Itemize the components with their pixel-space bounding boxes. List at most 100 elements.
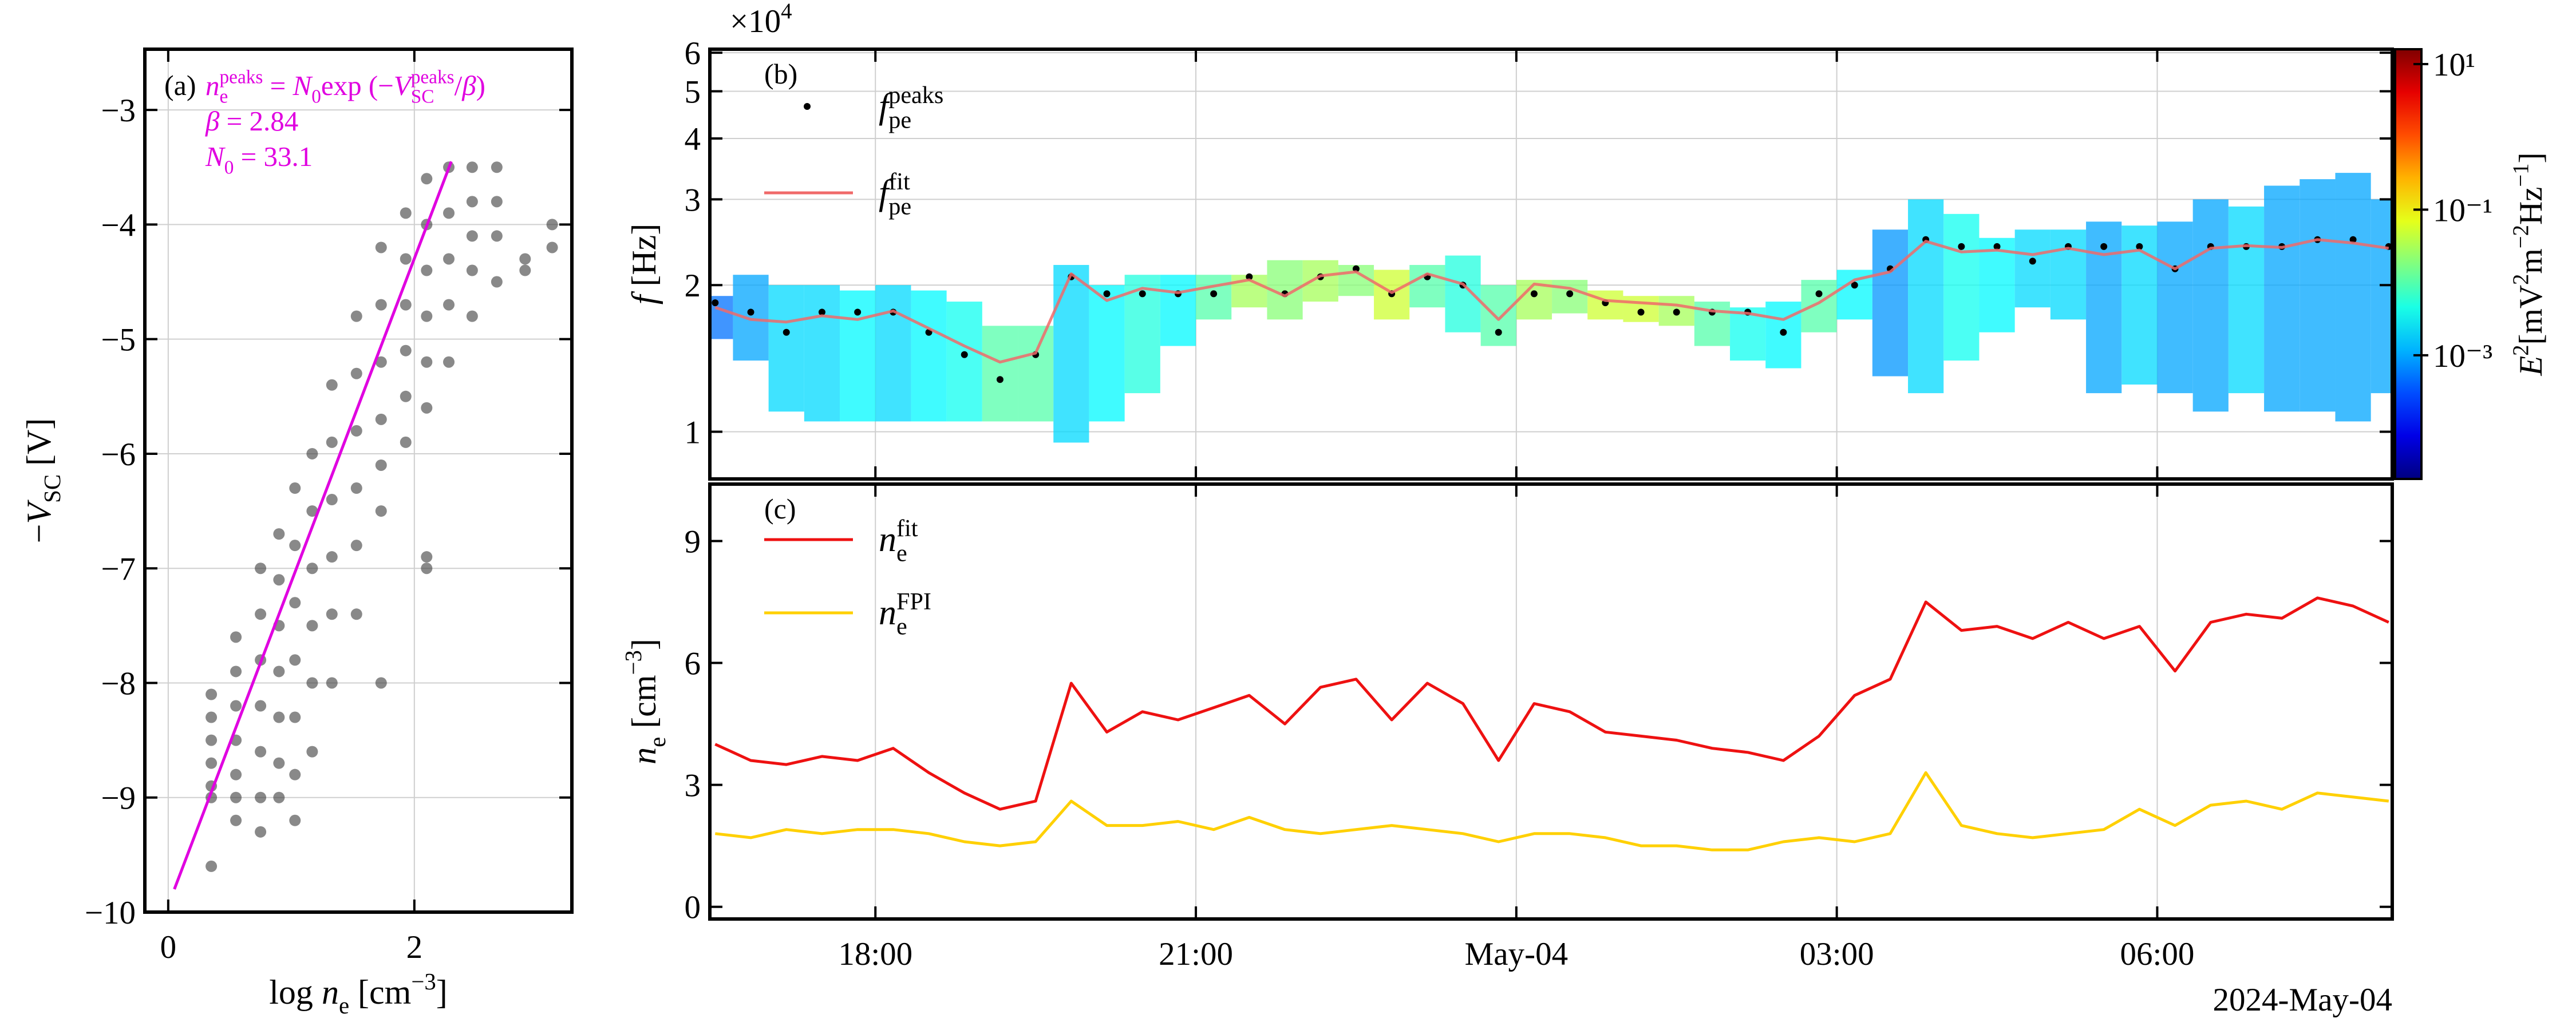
data-point (421, 562, 433, 575)
y-tick-label: −8 (101, 665, 136, 702)
text-part: = 33.1 (234, 141, 313, 172)
data-point (443, 207, 455, 219)
data-point (421, 173, 433, 185)
peak-point (2029, 258, 2036, 265)
data-point (350, 608, 362, 620)
data-point (255, 700, 267, 712)
data-point (206, 688, 218, 700)
y-tick-label: −6 (101, 437, 136, 473)
spectrogram-cell (2370, 199, 2392, 394)
data-point (289, 814, 301, 826)
y-offset-label: ×104 (730, 0, 792, 39)
data-point (400, 344, 412, 356)
y-tick-label: −5 (101, 322, 136, 358)
data-point (273, 711, 285, 723)
data-point (350, 425, 362, 437)
peak-point (1210, 290, 1218, 298)
data-point (230, 791, 242, 803)
text-part: − (20, 524, 58, 544)
text-part: ] (625, 639, 663, 650)
data-point (306, 505, 318, 517)
spectrogram-cell (1445, 255, 1481, 332)
x-axis-label: log ne [cm−3] (269, 969, 447, 1019)
text-part: SC (39, 474, 65, 503)
data-point (443, 253, 455, 265)
x-tick-label: May-04 (1465, 936, 1568, 972)
text-part: exp (− (321, 70, 394, 101)
data-point (206, 757, 218, 769)
peak-point (1851, 282, 1858, 289)
spectrogram-cell (2264, 185, 2300, 412)
annotation: nepeaks = N0exp (−VSCpeaks/β) (206, 66, 485, 107)
data-point (491, 161, 503, 173)
text-part: log (269, 973, 322, 1011)
text-part: e (645, 737, 670, 747)
spectrogram-cell (1908, 199, 1944, 394)
text-part: n (879, 520, 896, 559)
data-point (306, 677, 318, 689)
text-part: [cm (625, 675, 663, 737)
data-point (289, 540, 301, 552)
peak-point (1673, 308, 1680, 316)
y-tick-label: 3 (685, 768, 701, 804)
data-point (375, 356, 387, 368)
data-point (255, 791, 267, 803)
y-tick-label: 9 (685, 524, 701, 560)
peak-point (1246, 273, 1253, 280)
text-part: β (205, 105, 220, 137)
data-point (375, 413, 387, 425)
text-part: V (20, 500, 58, 524)
data-point (255, 608, 267, 620)
data-point (230, 814, 242, 826)
panel-label: (a) (164, 69, 196, 101)
spectrogram-cell (733, 275, 769, 361)
spectrogram-cell (1872, 229, 1909, 377)
data-point (375, 505, 387, 517)
data-point (466, 161, 478, 173)
data-point (273, 791, 285, 803)
data-point (230, 631, 242, 643)
spectrogram-cell (804, 285, 840, 422)
y-tick-label: −7 (101, 551, 136, 587)
peak-point (854, 308, 862, 316)
text-part: pe (888, 193, 911, 220)
text-part: fit (888, 168, 910, 195)
text-part: e (339, 993, 349, 1019)
x-tick-label: 03:00 (1800, 936, 1874, 972)
y-tick-label: −4 (101, 207, 136, 243)
text-part: e (220, 86, 228, 108)
y-tick-label: −10 (85, 895, 136, 931)
spectrogram-cell (982, 326, 1018, 422)
data-point (350, 310, 362, 322)
series-line (714, 238, 2389, 364)
y-tick-label: 4 (685, 121, 701, 157)
text-part: e (896, 540, 907, 566)
text-part: 0 (311, 86, 321, 108)
data-point (289, 711, 301, 723)
data-point (466, 230, 478, 242)
text-part: peaks (220, 66, 263, 88)
text-part: n (206, 70, 220, 101)
x-tick-label: 18:00 (838, 936, 912, 972)
text-part: ) (476, 70, 485, 101)
legend-label: neFPI (879, 588, 931, 640)
data-point (421, 402, 433, 414)
text-part: FPI (896, 588, 931, 615)
data-point (491, 196, 503, 208)
data-point (375, 241, 387, 253)
y-tick-label: 2 (685, 268, 701, 304)
peak-point (2100, 243, 2108, 250)
data-point (466, 196, 478, 208)
y-tick-label: 3 (685, 182, 701, 218)
data-point (273, 574, 285, 586)
text-part: −3 (411, 969, 436, 995)
peak-point (1815, 290, 1823, 298)
data-point (255, 746, 267, 758)
text-part: pe (888, 106, 911, 133)
peak-point (818, 308, 825, 316)
data-point (400, 390, 412, 402)
axes-frame (143, 47, 574, 914)
spectrogram-cell (1409, 265, 1445, 308)
